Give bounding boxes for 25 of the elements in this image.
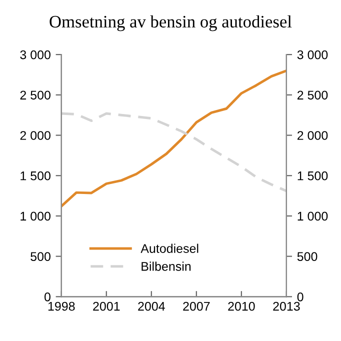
- y2-tick-label: 0: [297, 292, 304, 302]
- x-tick-label: 1998: [48, 302, 75, 311]
- x-tick-label: 2007: [183, 302, 210, 311]
- y-tick-label: 1 000: [20, 212, 50, 221]
- y-tick-label: 500: [30, 252, 50, 261]
- y-tick-label: 1 500: [20, 171, 50, 180]
- legend-label: Bilbensin: [142, 262, 191, 271]
- y2-tick-label: 1 500: [298, 171, 328, 180]
- chart-title: Omsetning av bensin og autodiesel: [50, 15, 292, 32]
- x-tick-label: 2013: [273, 302, 300, 311]
- y-tick-label: 2 500: [20, 90, 50, 100]
- y-tick-label: 2 000: [20, 131, 50, 140]
- y2-tick-label: 2 000: [297, 131, 328, 140]
- line-series: [61, 112, 286, 192]
- legend-label: Autodiesel: [140, 244, 198, 253]
- x-tick-label: 2001: [93, 302, 120, 311]
- y2-tick-label: 3 000: [297, 50, 328, 60]
- y-tick-label: 3 000: [20, 50, 50, 60]
- y2-tick-label: 1 000: [298, 212, 328, 221]
- x-tick-label: 2010: [228, 302, 255, 311]
- line-series: [61, 69, 286, 208]
- y2-tick-label: 2 500: [297, 90, 328, 100]
- y2-tick-label: 500: [297, 252, 318, 261]
- y-tick-label: 0: [44, 292, 50, 302]
- x-tick-label: 2004: [138, 302, 165, 311]
